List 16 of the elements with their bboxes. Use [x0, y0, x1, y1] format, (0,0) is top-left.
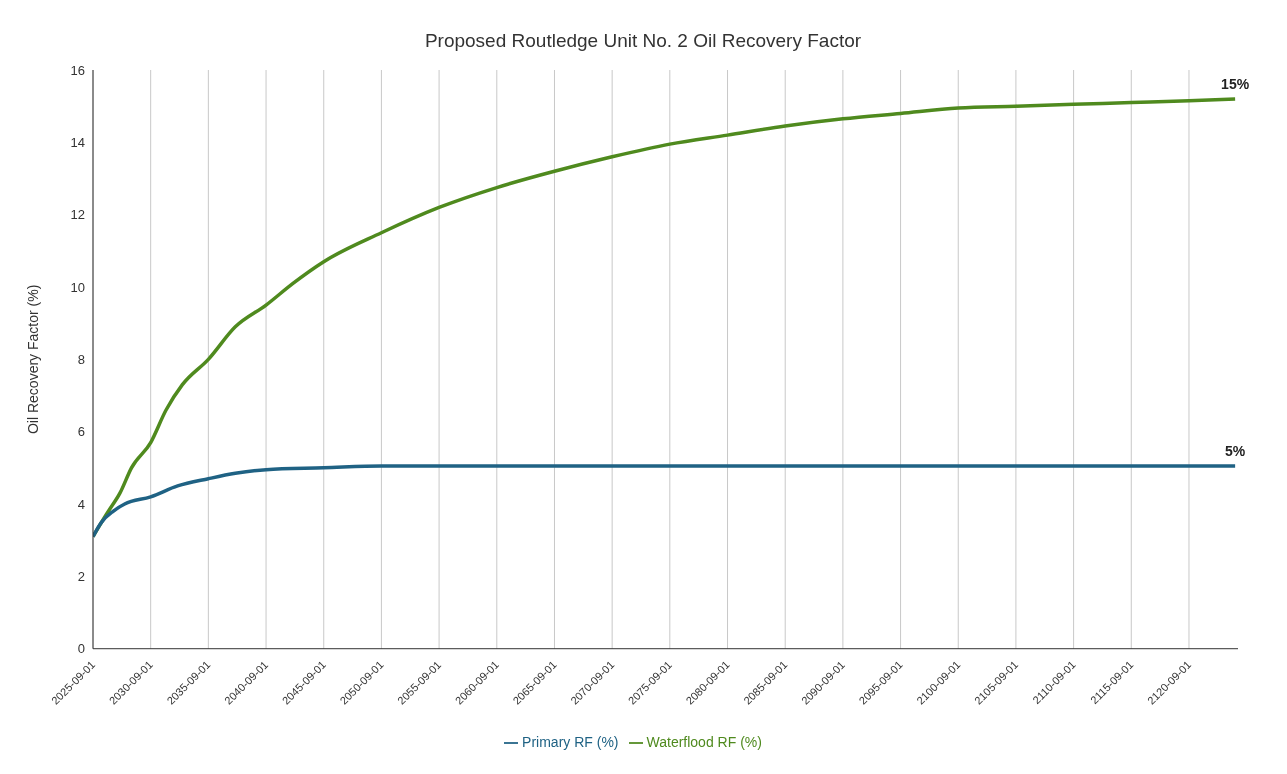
- y-tick-label: 12: [70, 207, 85, 223]
- annotation: 5%: [1225, 443, 1246, 460]
- y-tick-label: 14: [70, 134, 85, 150]
- y-tick-label: 4: [77, 496, 85, 512]
- legend-label: Primary RF (%): [522, 733, 619, 750]
- y-tick-label: 8: [77, 351, 85, 367]
- y-tick-label: 0: [77, 641, 85, 657]
- annotation: 15%: [1221, 75, 1250, 92]
- chart-title: Proposed Routledge Unit No. 2 Oil Recovery Factor: [423, 29, 863, 53]
- y-tick-label: 16: [70, 62, 85, 78]
- line-series: [93, 464, 1237, 539]
- legend-label: Waterflood RF (%): [646, 733, 762, 750]
- y-tick-label: 2: [77, 568, 85, 584]
- y-tick-label: 6: [77, 424, 85, 440]
- y-axis-title: Oil Recovery Factor (%): [24, 284, 41, 435]
- y-tick-label: 10: [70, 279, 85, 295]
